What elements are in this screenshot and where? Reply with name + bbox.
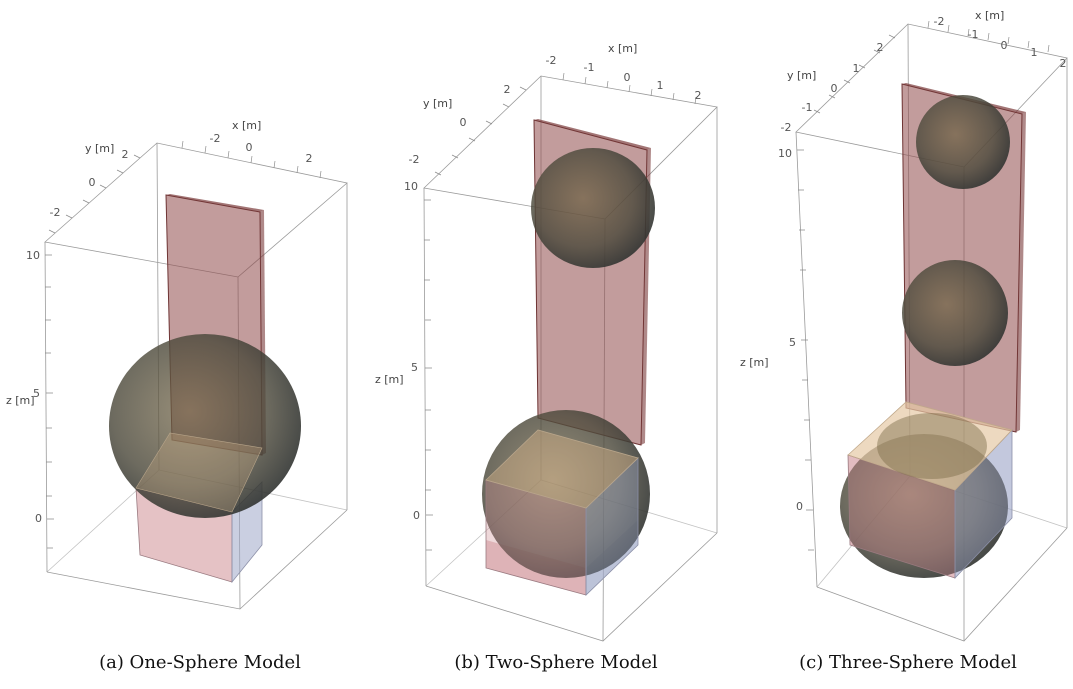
panel-a-z-tick-2: 0 [35, 512, 42, 525]
panel-a-y-tick-0: 2 [122, 148, 129, 161]
panel-a-z-tick-0: 10 [26, 249, 40, 262]
panel-a-y-axis-label: y [m] [85, 142, 114, 155]
panel-c-y-tick-3: -1 [802, 101, 813, 114]
panel-c-x-tick-0: -2 [934, 15, 945, 28]
panel-c-y-tick-4: -2 [781, 121, 792, 134]
panel-b-y-tick-2: -2 [409, 153, 420, 166]
panel-b-x-axis-label: x [m] [608, 42, 637, 55]
panel-c-y-tick-0: 2 [877, 41, 884, 54]
panel-a-x-axis-label: x [m] [232, 119, 261, 132]
panel-c-x-tick-4: 2 [1060, 57, 1067, 70]
panel-c-z-tick-2: 0 [796, 500, 803, 513]
panel-c-sphere-2 [902, 260, 1008, 366]
panel-b-y-axis-label: y [m] [423, 97, 452, 110]
panel-b-y-tick-0: 2 [504, 83, 511, 96]
panel-c-z-axis-label: z [m] [740, 356, 769, 369]
panel-b-cube-faces [485, 429, 639, 596]
panel-c-z-tick-0: 10 [778, 147, 792, 160]
panel-c-y-tick-1: 1 [853, 62, 860, 75]
panel-c-tick-marks [797, 20, 1050, 551]
panel-c: -2 -1 0 1 2 2 1 0 -1 -2 10 5 0 x [m] y [… [740, 9, 1068, 642]
panel-b-x-tick-2: 0 [624, 71, 631, 84]
panel-b-sphere-1 [531, 148, 655, 268]
panel-b-x-tick-1: -1 [584, 61, 595, 74]
panel-a-tick-marks [45, 140, 322, 549]
panel-b: -2 -1 0 1 2 2 0 -2 10 5 0 x [m] y [m] z … [375, 42, 718, 642]
panel-a-sphere-1 [109, 334, 301, 518]
panel-b-z-tick-2: 0 [413, 509, 420, 522]
panel-c-y-tick-2: 0 [831, 82, 838, 95]
panel-c-cube-faces [847, 401, 1013, 580]
panel-a-x-tick-2: 2 [306, 152, 313, 165]
panel-a-cube-top [135, 432, 263, 513]
panel-c-x-tick-3: 1 [1031, 46, 1038, 59]
panel-a-z-tick-1: 5 [33, 387, 40, 400]
panel-a-y-tick-1: 0 [89, 176, 96, 189]
panel-a-x-tick-0: -2 [210, 132, 221, 145]
panel-b-z-axis-label: z [m] [375, 373, 404, 386]
panel-a-x-tick-1: 0 [246, 141, 253, 154]
panel-b-sphere-2 [482, 410, 650, 578]
caption-a: (a) One-Sphere Model [99, 652, 301, 673]
panel-c-z-tick-1: 5 [789, 336, 796, 349]
panel-b-x-tick-3: 1 [657, 79, 664, 92]
panel-b-x-tick-0: -2 [546, 54, 557, 67]
panel-c-x-axis-label: x [m] [975, 9, 1004, 22]
panel-c-sphere-1 [916, 95, 1010, 189]
panel-c-y-axis-label: y [m] [787, 69, 816, 82]
caption-b: (b) Two-Sphere Model [454, 652, 658, 673]
panel-b-z-tick-1: 5 [411, 361, 418, 374]
panel-b-x-tick-4: 2 [695, 89, 702, 102]
panel-a-z-axis-label: z [m] [6, 394, 35, 407]
panel-a: -2 0 2 2 0 -2 10 5 0 x [m] y [m] z [m] [6, 119, 348, 610]
panel-b-tick-marks [424, 72, 697, 551]
caption-c: (c) Three-Sphere Model [799, 652, 1017, 673]
panel-c-x-tick-2: 0 [1001, 39, 1008, 52]
panel-c-x-tick-1: -1 [968, 28, 979, 41]
panel-a-y-tick-2: -2 [50, 206, 61, 219]
panel-b-y-tick-1: 0 [460, 116, 467, 129]
panel-b-z-tick-0: 10 [404, 180, 418, 193]
